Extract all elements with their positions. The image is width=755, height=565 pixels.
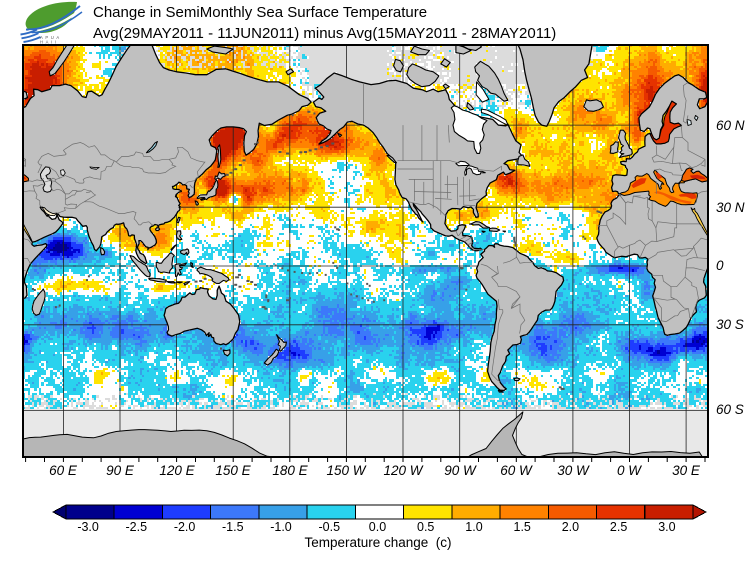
svg-text:120 W: 120 W [383, 463, 423, 478]
svg-text:30 W: 30 W [557, 463, 590, 478]
svg-text:30 E: 30 E [672, 463, 701, 478]
svg-text:30 N: 30 N [716, 200, 745, 215]
svg-text:90 W: 90 W [444, 463, 477, 478]
svg-text:APUA: APUA [40, 35, 62, 40]
svg-text:Temperature change (c): Temperature change (c) [304, 535, 451, 550]
svg-text:90 E: 90 E [106, 463, 135, 478]
svg-text:1.5: 1.5 [514, 520, 531, 534]
svg-text:60 N: 60 N [716, 118, 745, 133]
svg-text:-1.5: -1.5 [222, 520, 244, 534]
svg-text:0 W: 0 W [617, 463, 642, 478]
svg-text:120 E: 120 E [159, 463, 195, 478]
svg-text:2.0: 2.0 [562, 520, 579, 534]
svg-text:30 S: 30 S [716, 317, 744, 332]
svg-text:3.0: 3.0 [658, 520, 675, 534]
svg-text:150 E: 150 E [215, 463, 251, 478]
svg-text:60 S: 60 S [716, 402, 744, 417]
svg-text:60 E: 60 E [49, 463, 78, 478]
svg-text:-0.5: -0.5 [319, 520, 341, 534]
svg-text:150 W: 150 W [326, 463, 366, 478]
svg-text:0.5: 0.5 [417, 520, 434, 534]
svg-text:60 W: 60 W [500, 463, 533, 478]
svg-text:2.5: 2.5 [610, 520, 627, 534]
svg-text:180 E: 180 E [272, 463, 308, 478]
svg-text:-2.5: -2.5 [126, 520, 148, 534]
svg-text:-3.0: -3.0 [77, 520, 99, 534]
svg-text:1.0: 1.0 [465, 520, 482, 534]
svg-text:0: 0 [716, 258, 724, 273]
svg-text:-2.0: -2.0 [174, 520, 196, 534]
svg-text:0.0: 0.0 [369, 520, 386, 534]
svg-text:Change in SemiMonthly Sea Surf: Change in SemiMonthly Sea Surface Temper… [93, 4, 427, 21]
svg-text:-1.0: -1.0 [270, 520, 292, 534]
svg-text:HAII: HAII [40, 40, 59, 45]
svg-text:Avg(29MAY2011 - 11JUN2011) min: Avg(29MAY2011 - 11JUN2011) minus Avg(15M… [93, 25, 556, 42]
